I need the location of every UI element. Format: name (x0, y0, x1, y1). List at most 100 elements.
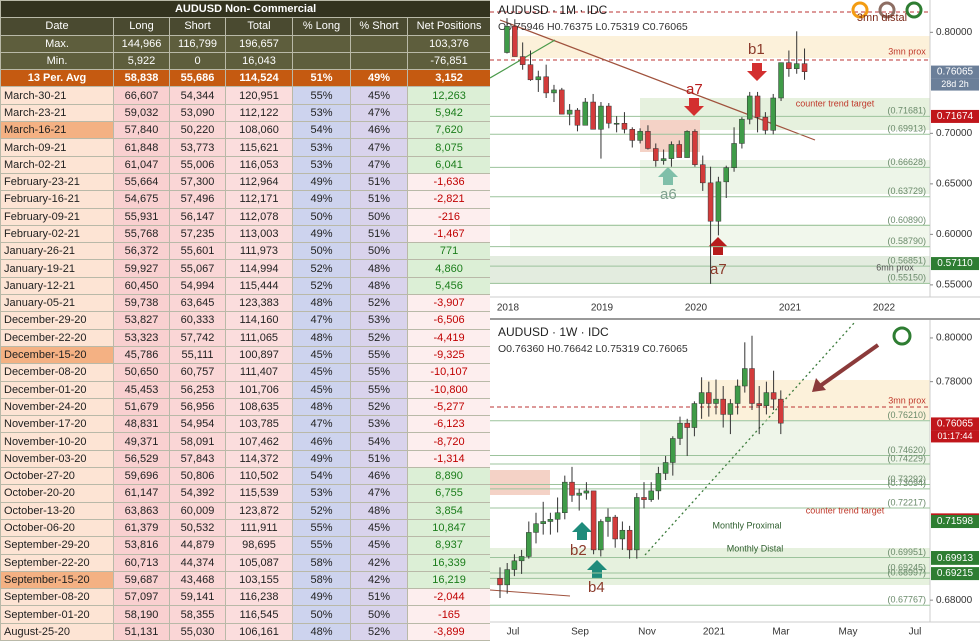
candle-body (670, 438, 676, 463)
level-label: (0.74229) (887, 453, 926, 463)
table-cell: 103,785 (225, 415, 293, 434)
table-cell: 116,799 (169, 34, 226, 53)
x-tick-label: Jul (909, 627, 922, 638)
table-cell: February-09-21 (0, 207, 114, 226)
table-cell: December-29-20 (0, 311, 114, 330)
candle-body (559, 89, 565, 115)
table-cell: 55% (350, 345, 408, 365)
table-cell: 58,190 (113, 605, 170, 624)
table-cell: 63,645 (169, 294, 226, 313)
candle-body (762, 116, 769, 131)
table-cell: 114,160 (225, 311, 293, 330)
table-cell: January-26-21 (0, 242, 114, 261)
candle-body (626, 529, 633, 551)
price-box-sub-label: 01:17:44 (937, 431, 972, 441)
ohlc: O0.76360 H0.76642 L0.75319 C0.76065 (498, 343, 688, 355)
candle-body (606, 105, 612, 124)
table-cell: 59,141 (169, 588, 226, 607)
table-cell: Short (169, 17, 226, 36)
table-row: October-13-20 63,863 60,009 123,872 52% 48% 3,… (0, 501, 492, 520)
table-cell: March-02-21 (0, 155, 114, 174)
table-cell: 56,253 (169, 380, 226, 399)
y-tick-label: 0.80000 (936, 333, 973, 344)
table-cell: 45% (292, 345, 351, 365)
table-cell: 48% (350, 259, 408, 278)
table-cell: 54% (350, 432, 408, 451)
table-cell: -3,899 (406, 622, 492, 641)
table-cell: 57,496 (169, 190, 226, 209)
table-cell: -1,314 (406, 449, 492, 469)
table-cell: 120,951 (225, 86, 293, 105)
table-cell: 10,847 (406, 518, 492, 538)
table-row: December-01-20 45,453 56,253 101,706 45% 55% -… (0, 380, 492, 399)
table-cell: 58,091 (169, 432, 226, 451)
table-cell: 59,927 (113, 259, 170, 278)
table-cell: 5,942 (406, 103, 492, 123)
table-cell: 52% (350, 622, 408, 641)
table-cell: 53,773 (169, 138, 226, 157)
candle-body (535, 76, 542, 81)
candle-body (590, 490, 597, 551)
candle-body (723, 167, 729, 183)
table-cell: 16,219 (406, 570, 492, 590)
price-box-sub (931, 430, 979, 443)
table-cell: 47% (292, 311, 351, 330)
x-tick-label: 2020 (685, 303, 708, 314)
annotation: b2 (570, 542, 587, 559)
candle-body (562, 481, 568, 514)
table-cell: October-27-20 (0, 467, 114, 486)
table-cell: 59,696 (113, 467, 170, 486)
candle-body (727, 403, 734, 415)
price-box-label: 0.71674 (937, 111, 974, 122)
table-row: AUDUSD Non- Commercial (0, 0, 492, 19)
x-tick-label: Jul (507, 627, 520, 638)
table-cell: 55% (292, 518, 351, 538)
table-cell: 61,379 (113, 518, 170, 538)
table-cell: 114,372 (225, 449, 293, 469)
table-row: October-06-20 61,379 50,532 111,911 55% 45% 10… (0, 518, 492, 538)
table-cell: 113,003 (225, 224, 293, 244)
table-cell: 16,339 (406, 553, 492, 572)
x-tick-label: May (839, 627, 858, 638)
table-cell: 111,065 (225, 328, 293, 347)
table-cell: 44,374 (169, 553, 226, 572)
candle-body (543, 76, 549, 94)
level-label: (0.68997) (887, 568, 926, 578)
table-cell: 123,383 (225, 294, 293, 313)
table-cell: 61,147 (113, 484, 170, 503)
table-cell: 111,973 (225, 242, 293, 261)
candle-body (677, 422, 683, 439)
candle-body (554, 512, 561, 520)
table-cell: 54% (292, 467, 351, 486)
price-box (931, 109, 979, 123)
table-row: March-30-21 66,607 54,344 120,951 55% 45% 12,2… (0, 86, 492, 105)
table-row: January-19-21 59,927 55,067 114,994 52% 48% 4,… (0, 259, 492, 278)
x-tick-label: Sep (571, 627, 589, 638)
y-tick-label: 0.68000 (936, 595, 973, 606)
candle-body (691, 403, 698, 428)
table-cell: 116,545 (225, 605, 293, 624)
table-cell: 48% (292, 622, 351, 641)
table-cell: Min. (0, 51, 114, 71)
table-cell: February-23-21 (0, 172, 114, 192)
x-tick-label: 2018 (497, 303, 520, 314)
x-tick-label: Nov (638, 627, 656, 638)
price-box (931, 551, 979, 565)
candle-body (676, 144, 683, 158)
table-cell: 50,650 (113, 363, 170, 382)
candle-body (715, 181, 722, 222)
price-box-label: 0.71598 (937, 516, 974, 527)
table-cell: 51,131 (113, 622, 170, 641)
table-cell: -3,907 (406, 294, 492, 313)
level-label: (0.72217) (887, 497, 926, 507)
table-cell: 48% (292, 397, 351, 417)
price-box-label: 0.76065 (937, 419, 974, 430)
table-cell: December-22-20 (0, 328, 114, 347)
candle-body (512, 26, 518, 57)
table-cell: 45,786 (113, 345, 170, 365)
level-label: (0.55150) (887, 273, 926, 283)
table-cell: 53,323 (113, 328, 170, 347)
y-tick-label: 0.55000 (936, 280, 973, 291)
table-cell: 115,444 (225, 276, 293, 296)
table-cell: 59,032 (113, 103, 170, 123)
